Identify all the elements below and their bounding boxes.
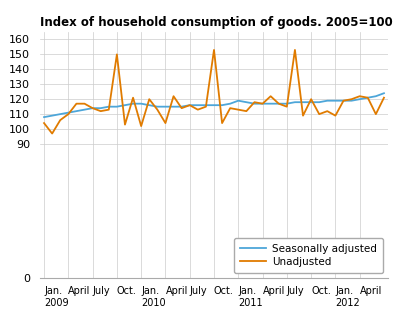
Seasonally adjusted bbox=[325, 99, 330, 103]
Seasonally adjusted bbox=[349, 99, 354, 103]
Unadjusted bbox=[212, 48, 216, 52]
Unadjusted bbox=[163, 121, 168, 125]
Unadjusted bbox=[284, 105, 289, 108]
Unadjusted bbox=[357, 94, 362, 98]
Seasonally adjusted bbox=[155, 105, 160, 108]
Seasonally adjusted bbox=[66, 111, 71, 115]
Unadjusted bbox=[58, 118, 63, 122]
Unadjusted bbox=[309, 97, 314, 101]
Unadjusted bbox=[292, 48, 297, 52]
Unadjusted bbox=[74, 102, 79, 106]
Unadjusted bbox=[374, 112, 378, 116]
Seasonally adjusted bbox=[187, 103, 192, 107]
Seasonally adjusted bbox=[284, 102, 289, 106]
Unadjusted bbox=[42, 121, 46, 125]
Seasonally adjusted bbox=[106, 105, 111, 108]
Seasonally adjusted bbox=[50, 114, 54, 117]
Seasonally adjusted bbox=[196, 103, 200, 107]
Seasonally adjusted bbox=[309, 100, 314, 104]
Unadjusted bbox=[98, 109, 103, 113]
Seasonally adjusted bbox=[131, 102, 136, 106]
Seasonally adjusted bbox=[276, 102, 281, 106]
Legend: Seasonally adjusted, Unadjusted: Seasonally adjusted, Unadjusted bbox=[234, 237, 383, 273]
Seasonally adjusted bbox=[163, 105, 168, 108]
Unadjusted bbox=[268, 94, 273, 98]
Unadjusted bbox=[325, 109, 330, 113]
Unadjusted bbox=[204, 105, 208, 108]
Unadjusted bbox=[147, 97, 152, 101]
Unadjusted bbox=[131, 96, 136, 100]
Seasonally adjusted bbox=[260, 102, 265, 106]
Unadjusted bbox=[196, 108, 200, 112]
Unadjusted bbox=[220, 121, 224, 125]
Seasonally adjusted bbox=[268, 102, 273, 106]
Unadjusted bbox=[317, 112, 322, 116]
Seasonally adjusted bbox=[147, 103, 152, 107]
Unadjusted bbox=[155, 108, 160, 112]
Seasonally adjusted bbox=[204, 103, 208, 107]
Unadjusted bbox=[66, 112, 71, 116]
Seasonally adjusted bbox=[171, 105, 176, 108]
Unadjusted bbox=[90, 106, 95, 110]
Seasonally adjusted bbox=[82, 108, 87, 112]
Unadjusted bbox=[179, 106, 184, 110]
Unadjusted bbox=[260, 102, 265, 106]
Seasonally adjusted bbox=[252, 102, 257, 106]
Seasonally adjusted bbox=[228, 102, 232, 106]
Unadjusted bbox=[228, 106, 232, 110]
Unadjusted bbox=[187, 103, 192, 107]
Unadjusted bbox=[82, 102, 87, 106]
Unadjusted bbox=[106, 108, 111, 112]
Seasonally adjusted bbox=[42, 115, 46, 119]
Seasonally adjusted bbox=[382, 91, 386, 95]
Seasonally adjusted bbox=[374, 94, 378, 98]
Seasonally adjusted bbox=[301, 100, 306, 104]
Seasonally adjusted bbox=[90, 106, 95, 110]
Seasonally adjusted bbox=[139, 102, 144, 106]
Unadjusted bbox=[382, 96, 386, 100]
Seasonally adjusted bbox=[58, 112, 63, 116]
Unadjusted bbox=[244, 109, 249, 113]
Seasonally adjusted bbox=[333, 99, 338, 103]
Seasonally adjusted bbox=[365, 96, 370, 100]
Unadjusted bbox=[122, 123, 127, 126]
Unadjusted bbox=[276, 102, 281, 106]
Unadjusted bbox=[236, 108, 241, 112]
Unadjusted bbox=[333, 114, 338, 117]
Unadjusted bbox=[50, 132, 54, 135]
Text: Index of household consumption of goods. 2005=100: Index of household consumption of goods.… bbox=[40, 16, 393, 29]
Seasonally adjusted bbox=[244, 100, 249, 104]
Unadjusted bbox=[341, 99, 346, 103]
Seasonally adjusted bbox=[114, 105, 119, 108]
Seasonally adjusted bbox=[98, 106, 103, 110]
Line: Seasonally adjusted: Seasonally adjusted bbox=[44, 93, 384, 117]
Seasonally adjusted bbox=[317, 100, 322, 104]
Seasonally adjusted bbox=[179, 105, 184, 108]
Seasonally adjusted bbox=[220, 103, 224, 107]
Seasonally adjusted bbox=[357, 97, 362, 101]
Unadjusted bbox=[301, 114, 306, 117]
Seasonally adjusted bbox=[292, 100, 297, 104]
Unadjusted bbox=[139, 124, 144, 128]
Line: Unadjusted: Unadjusted bbox=[44, 50, 384, 133]
Unadjusted bbox=[349, 97, 354, 101]
Seasonally adjusted bbox=[236, 99, 241, 103]
Unadjusted bbox=[365, 96, 370, 100]
Seasonally adjusted bbox=[341, 99, 346, 103]
Seasonally adjusted bbox=[122, 103, 127, 107]
Unadjusted bbox=[114, 52, 119, 56]
Unadjusted bbox=[171, 94, 176, 98]
Unadjusted bbox=[252, 100, 257, 104]
Seasonally adjusted bbox=[212, 103, 216, 107]
Seasonally adjusted bbox=[74, 109, 79, 113]
